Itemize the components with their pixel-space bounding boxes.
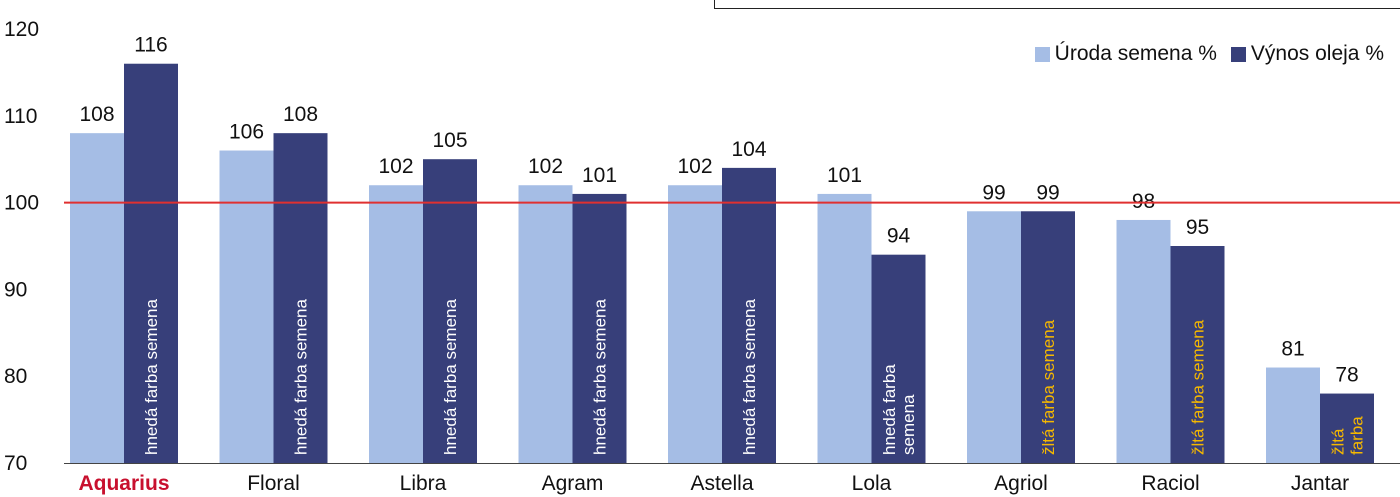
- chart-legend: Úroda semena % Výnos oleja %: [1021, 42, 1384, 66]
- bar: [273, 133, 328, 463]
- bar-value-label: 95: [1186, 216, 1209, 239]
- bar: [572, 193, 627, 464]
- bar: [817, 193, 872, 464]
- bar: [423, 159, 477, 463]
- bar-value-label: 98: [1132, 190, 1155, 213]
- y-tick-label: 120: [4, 18, 39, 41]
- bar-note-label: hnedá farba semena: [740, 299, 759, 455]
- bar-value-label: 104: [731, 138, 766, 161]
- bar-value-label: 78: [1335, 364, 1358, 387]
- bar-value-label: 81: [1281, 338, 1304, 361]
- x-category-label: Aquarius: [78, 472, 169, 495]
- y-tick-label: 70: [4, 452, 27, 475]
- bar: [871, 254, 926, 463]
- bar-value-label: 108: [79, 103, 114, 126]
- x-category-label: Lola: [852, 472, 892, 495]
- bar-value-label: 94: [887, 225, 911, 248]
- bar-value-label: 99: [1036, 181, 1059, 204]
- bar: [967, 211, 1021, 463]
- x-category-label: Agriol: [994, 472, 1048, 495]
- bar-note-label: hnedá farba semena: [441, 299, 460, 455]
- legend-item-seed-yield: Úroda semena %: [1034, 42, 1217, 66]
- x-category-label: Libra: [400, 472, 447, 495]
- bar: [1320, 393, 1374, 463]
- bar-value-label: 99: [982, 181, 1005, 204]
- bar: [1116, 219, 1171, 463]
- legend-frame: [714, 0, 1400, 9]
- bar-note-label: hnedá farbasemena: [880, 364, 918, 455]
- bar: [1170, 246, 1225, 463]
- bar-note-label: hnedá farba semena: [142, 299, 161, 455]
- x-category-label: Agram: [542, 472, 604, 495]
- y-tick-label: 100: [4, 192, 39, 215]
- bar-note-label: žltá farba semena: [1039, 319, 1058, 455]
- legend-label-oil-yield: Výnos oleja %: [1250, 42, 1384, 65]
- bar-note-label: žltáfarba: [1329, 416, 1367, 455]
- legend-swatch-oil-yield: [1230, 46, 1246, 62]
- bar: [668, 185, 722, 464]
- bar-value-label: 102: [528, 155, 563, 178]
- bar: [369, 185, 423, 464]
- legend-label-seed-yield: Úroda semena %: [1054, 42, 1217, 65]
- x-category-label: Raciol: [1141, 472, 1199, 495]
- y-tick-label: 110: [4, 105, 37, 128]
- bar-value-label: 102: [378, 155, 413, 178]
- bar-value-label: 101: [582, 164, 617, 187]
- bar-value-label: 106: [229, 121, 264, 144]
- bar-note-label: hnedá farba semena: [292, 299, 311, 455]
- y-tick-label: 80: [4, 365, 27, 388]
- bar-value-label: 102: [677, 155, 712, 178]
- bar: [219, 150, 274, 463]
- legend-item-oil-yield: Výnos oleja %: [1230, 42, 1384, 66]
- bar: [722, 167, 776, 463]
- bar-value-label: 108: [283, 103, 318, 126]
- legend-swatch-seed-yield: [1034, 46, 1050, 62]
- y-tick-label: 90: [4, 278, 27, 301]
- bar-value-label: 101: [827, 164, 862, 187]
- bar: [70, 133, 124, 463]
- bar-value-label: 105: [432, 129, 467, 152]
- bar-value-label: 116: [134, 34, 167, 57]
- bar: [518, 185, 573, 464]
- bar-note-label: žltá farba semena: [1189, 319, 1208, 455]
- bar: [1266, 367, 1320, 463]
- bar: [1021, 211, 1075, 463]
- x-category-label: Jantar: [1291, 472, 1349, 495]
- bar-note-label: hnedá farba semena: [591, 299, 610, 455]
- x-category-label: Floral: [247, 472, 300, 495]
- bar: [124, 63, 178, 463]
- x-category-label: Astella: [690, 472, 753, 495]
